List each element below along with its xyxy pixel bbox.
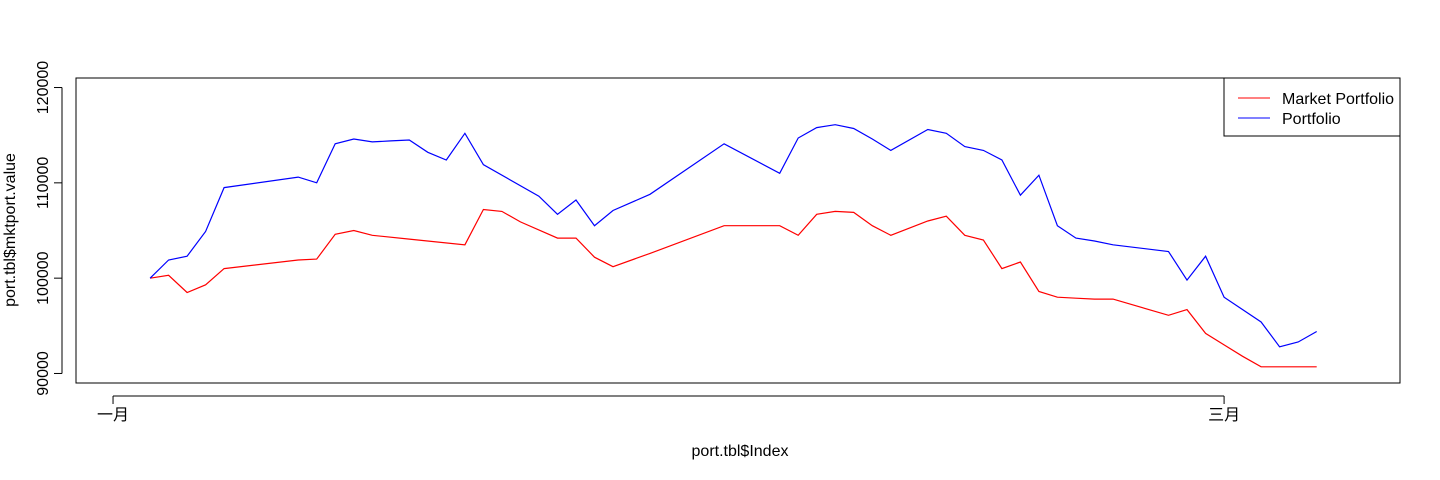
legend-label-portfolio: Portfolio	[1282, 111, 1341, 128]
y-axis-title: port.tbl$mktport.value	[2, 153, 19, 307]
y-tick-label: 110000	[35, 157, 52, 209]
y-tick-label: 120000	[35, 61, 52, 114]
x-axis-title: port.tbl$Index	[692, 443, 789, 460]
series-line-portfolio	[149, 124, 1317, 348]
x-tick-label: 三月	[1208, 407, 1240, 424]
legend: Market Portfolio Portfolio	[1223, 77, 1401, 137]
plot-box	[75, 77, 1401, 384]
legend-box	[1223, 77, 1401, 137]
series-layer	[149, 124, 1317, 368]
series-line-market-portfolio	[150, 208, 1317, 368]
y-axis: 90000 100000 110000 120000	[35, 61, 63, 396]
legend-label-market-portfolio: Market Portfolio	[1282, 91, 1394, 108]
y-tick-label: 90000	[35, 351, 52, 396]
x-axis: 一月 三月	[97, 395, 1240, 424]
y-tick-label: 100000	[35, 251, 52, 304]
x-tick-label: 一月	[97, 407, 129, 424]
